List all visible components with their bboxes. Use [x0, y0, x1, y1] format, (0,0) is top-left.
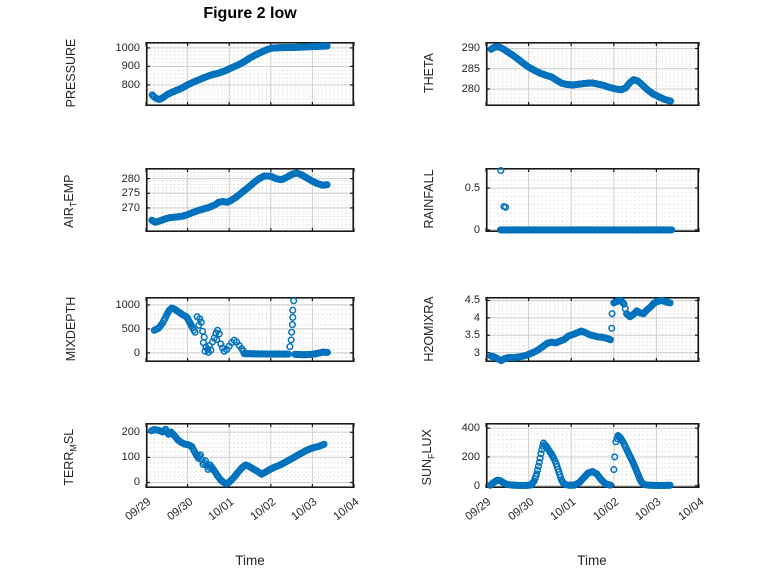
theta-y-tick-label: 285 [461, 62, 480, 75]
sunflux-y-axis-label: SUNFLUX [419, 428, 437, 485]
terrmsl-y-axis-label: TERRMSL [61, 428, 79, 486]
pressure-y-tick-label: 1000 [115, 41, 140, 54]
pressure-y-tick-label: 900 [121, 60, 140, 73]
h2omixra-data-markers [487, 296, 674, 365]
subplot-sunflux: 0 200 400 SUNFLUX 09/29 09/30 10/01 10/02 10/03 1… [420, 422, 707, 523]
subplot-mixdepth: 0 500 1000 MIXDEPTH [64, 296, 355, 363]
x-axis-label-right: Time [577, 553, 607, 568]
theta-y-axis-label: THETA [422, 52, 436, 94]
airtemp-data-markers [148, 169, 331, 226]
h2omixra-y-axis-label: H2OMIXRA [422, 295, 436, 362]
rainfall-y-tick-label: 0.5 [464, 182, 480, 195]
sunflux-y-tick-label: 200 [461, 450, 480, 463]
subplot-pressure: 800 900 1000 PRESSURE [64, 39, 355, 107]
subplot-rainfall: 0 0.5 RAINFALL [422, 166, 700, 236]
theta-y-tick-label: 280 [461, 82, 480, 95]
pressure-chart-canvas [145, 42, 355, 107]
terrmsl-y-tick-label: 100 [121, 451, 140, 464]
terrmsl-chart-canvas [145, 423, 355, 489]
sunflux-chart-canvas [485, 423, 700, 489]
theta-y-tick-label: 290 [461, 42, 480, 55]
airtemp-y-tick-label: 280 [121, 172, 140, 185]
rainfall-y-tick-label: 0 [473, 223, 480, 236]
h2omixra-y-tick-label: 3.5 [464, 329, 480, 342]
subplot-airtemp: 270 275 280 AIRTEMP [62, 168, 355, 233]
h2omixra-y-tick-label: 4 [473, 311, 480, 324]
theta-chart-canvas [485, 42, 700, 107]
subplot-terrmsl: 0 100 200 TERRMSL 09/29 09/30 10/01 10/02 10/03 1… [62, 423, 361, 523]
h2omixra-y-tick-label: 3 [473, 346, 480, 359]
rainfall-data-markers [496, 166, 676, 234]
airtemp-y-tick-label: 270 [121, 201, 140, 214]
sunflux-y-tick-label: 0 [473, 479, 480, 492]
pressure-data-markers [148, 42, 331, 103]
subplot-theta: 280 285 290 THETA [422, 42, 700, 107]
pressure-y-tick-label: 800 [121, 78, 140, 91]
mixdepth-y-tick-label: 1000 [115, 298, 140, 311]
terrmsl-data-markers [147, 425, 328, 488]
mixdepth-chart-canvas [145, 297, 355, 363]
mixdepth-y-tick-label: 0 [133, 346, 140, 359]
mixdepth-y-axis-label: MIXDEPTH [64, 296, 78, 361]
x-axis-label-left: Time [235, 553, 265, 568]
mixdepth-y-tick-label: 500 [121, 322, 140, 335]
pressure-y-axis-label: PRESSURE [64, 38, 78, 108]
figure-title: Figure 2 low [203, 5, 297, 22]
terrmsl-y-tick-label: 0 [133, 476, 140, 489]
theta-data-markers [487, 43, 675, 105]
airtemp-y-axis-label: AIRTEMP [61, 174, 79, 228]
subplot-h2omixra: 3 3.5 4 4.5 H2OMIXRA [422, 294, 700, 365]
sunflux-data-markers [486, 431, 674, 489]
airtemp-chart-canvas [145, 168, 355, 233]
mixdepth-data-markers [150, 297, 331, 359]
h2omixra-y-tick-label: 4.5 [464, 294, 480, 307]
terrmsl-y-tick-label: 200 [121, 426, 140, 439]
rainfall-chart-canvas [485, 166, 700, 234]
h2omixra-chart-canvas [485, 296, 700, 365]
rainfall-y-axis-label: RAINFALL [422, 169, 436, 229]
airtemp-y-tick-label: 275 [121, 187, 140, 200]
sunflux-y-tick-label: 400 [461, 422, 480, 435]
